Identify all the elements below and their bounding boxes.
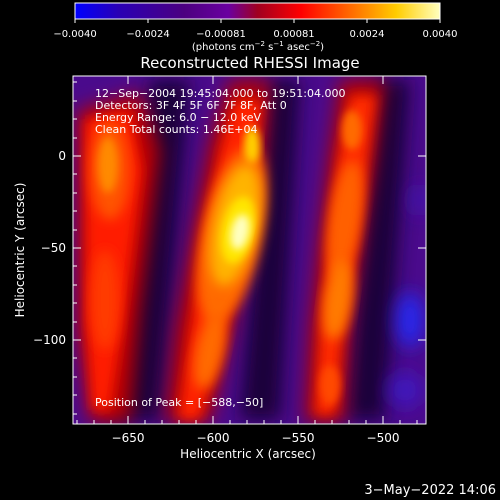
info-line: Clean Total counts: 1.46E+04	[95, 123, 258, 136]
date-stamp: 3−May−2022 14:06	[364, 483, 496, 498]
plot-frame	[72, 75, 427, 425]
colorbar-tick-label: 0.0040	[423, 29, 458, 40]
x-tick-label: −500	[367, 431, 400, 445]
colorbar-tick-label: −0.00081	[196, 29, 246, 40]
colorbar-units-part: asec	[284, 42, 310, 53]
peak-position-label: Position of Peak = [−588,−50]	[95, 396, 263, 409]
blue-patches	[387, 184, 426, 408]
x-tick-label: −550	[282, 431, 315, 445]
info-line: 12−Sep−2004 19:45:04.000 to 19:51:04.000	[95, 87, 345, 100]
colorbar-units-sup: −2	[310, 40, 320, 48]
left-band	[78, 92, 160, 422]
plot-title: Reconstructed RHESSI Image	[140, 54, 359, 72]
y-tick-label: −100	[33, 333, 66, 347]
x-axis-label: Heliocentric X (arcsec)	[180, 447, 316, 461]
colorbar: −0.0040 −0.0024 −0.00081 0.00081 0.0024 …	[53, 2, 458, 53]
y-tick-label: −50	[41, 241, 66, 255]
y-axis	[73, 81, 426, 415]
colorbar-ticks	[74, 19, 441, 23]
colorbar-tick-label: 0.00081	[273, 29, 314, 40]
colorbar-units-part: s	[265, 42, 273, 53]
colorbar-gradient	[75, 3, 440, 19]
central-band	[165, 80, 270, 422]
colorbar-frame	[74, 2, 441, 20]
image-area	[73, 76, 426, 424]
y-axis-label: Heliocentric Y (arcsec)	[13, 183, 27, 318]
info-text-block: 12−Sep−2004 19:45:04.000 to 19:51:04.000…	[95, 87, 345, 136]
x-tick-label: −650	[112, 431, 145, 445]
info-line: Energy Range: 6.0 − 12.0 keV	[95, 111, 262, 124]
right-band	[305, 80, 385, 422]
colorbar-units-sup: −1	[273, 40, 283, 48]
colorbar-tick-label: −0.0040	[53, 29, 96, 40]
x-axis	[76, 76, 418, 424]
colorbar-units-part: )	[320, 42, 324, 53]
colorbar-tick-label: 0.0024	[350, 29, 385, 40]
x-tick-label: −600	[197, 431, 230, 445]
colorbar-units: (photons cm−2 s−1 asec−2)	[192, 40, 324, 53]
info-line: Detectors: 3F 4F 5F 6F 7F 8F, Att 0	[95, 99, 287, 112]
colorbar-units-sup: −2	[255, 40, 265, 48]
colorbar-units-part: (photons cm	[192, 42, 255, 53]
colorbar-tick-label: −0.0024	[126, 29, 169, 40]
y-tick-label: 0	[58, 149, 66, 163]
